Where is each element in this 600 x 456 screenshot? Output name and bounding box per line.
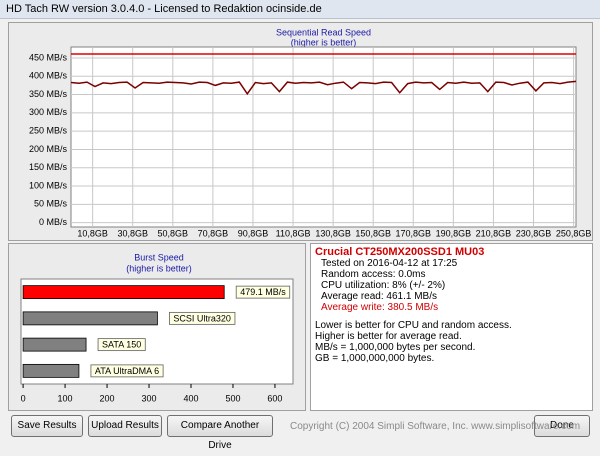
x-tick-label: 170,8GB [396,228,432,238]
x-tick-label: 10,8GB [77,228,108,238]
x-tick-label: 200 [100,393,115,403]
info-line: Random access: 0.0ms [321,269,426,280]
y-tick-label: 50 MB/s [34,199,68,209]
x-tick-label: 150,8GB [355,228,391,238]
x-tick-label: 0 [21,393,26,403]
info-line: CPU utilization: 8% (+/- 2%) [321,280,446,291]
y-tick-label: 100 MB/s [29,180,68,190]
y-tick-label: 200 MB/s [29,144,68,154]
y-tick-label: 0 MB/s [39,217,68,227]
bar-label: SCSI Ultra320 [173,313,231,323]
data-line [70,80,577,96]
x-tick-label: 210,8GB [476,228,512,238]
x-tick-label: 110,8GB [276,228,311,238]
bar-label: SATA 150 [102,340,141,350]
x-tick-label: 50,8GB [158,228,189,238]
x-tick-label: 250,8GB [556,228,592,238]
burst-panel: Burst Speed (higher is better) 0 100 200 300 4… [8,243,306,411]
label-box [235,285,291,299]
label-box [169,311,236,325]
x-tick-label: 30,8GB [117,228,148,238]
info-line: Tested on 2016-04-12 at 17:25 [321,258,458,269]
title-bar: HD Tach RW version 3.0.4.0 - Licensed to… [0,0,600,19]
button[interactable]: Done [534,415,590,437]
label-box [90,364,164,378]
x-tick-label: 100 [58,393,73,403]
button[interactable]: Upload Results [88,415,162,437]
copyright: Copyright (C) 2004 Simpli Software, Inc.… [290,421,581,432]
y-tick-label: 400 MB/s [29,71,68,81]
chart-title: Sequential Read Speed [276,27,371,37]
bar [22,337,87,352]
x-tick-label: 230,8GB [516,228,552,238]
y-tick-label: 450 MB/s [29,52,68,62]
x-tick-label: 400 [183,393,198,403]
y-tick-label: 350 MB/s [29,89,68,99]
bar-label: ATA UltraDMA 6 [95,366,159,376]
bar [22,285,225,300]
read-panel: Sequential Read Speed (higher is better) 0… [8,22,593,241]
label-box [97,338,146,352]
info-line: Average read: 461.1 MB/s [321,291,437,302]
chart: Burst Speed(higher is better) 0 100 200 300 4… [20,252,294,403]
x-tick-label: 600 [267,393,282,403]
bar-label: 479.1 MB/s [240,287,286,297]
x-tick-label: 70,8GB [198,228,229,238]
drive-name: Crucial CT250MX200SSD1 MU03 [315,246,485,258]
chart-title: Burst Speed [134,252,184,262]
x-tick-label: 130,8GB [315,228,351,238]
chart-subtitle: (higher is better) [291,37,357,47]
x-tick-label: 90,8GB [238,228,269,238]
plot-area [70,46,577,228]
info-panel: Crucial CT250MX200SSD1 MU03 Tested on 20… [310,243,593,411]
button[interactable]: Save Results [11,415,83,437]
button[interactable]: Compare Another Drive [167,415,273,451]
x-tick-label: 300 [142,393,157,403]
note: GB = 1,000,000,000 bytes. [315,353,435,364]
window-title: HD Tach RW version 3.0.4.0 - Licensed to… [6,3,322,15]
chart-subtitle: (higher is better) [126,263,192,273]
bar [22,311,158,326]
info-line: Average write: 380.5 MB/s [321,302,439,313]
note: MB/s = 1,000,000 bytes per second. [315,342,476,353]
chart: Sequential Read Speed(higher is better) 0… [29,27,592,238]
bar [22,363,80,378]
y-tick-label: 250 MB/s [29,126,68,136]
x-tick-label: 190,8GB [436,228,472,238]
note: Lower is better for CPU and random acces… [315,320,512,331]
y-tick-label: 150 MB/s [29,162,68,172]
y-tick-label: 300 MB/s [29,107,68,117]
note: Higher is better for average read. [315,331,462,342]
x-tick-label: 500 [225,393,240,403]
